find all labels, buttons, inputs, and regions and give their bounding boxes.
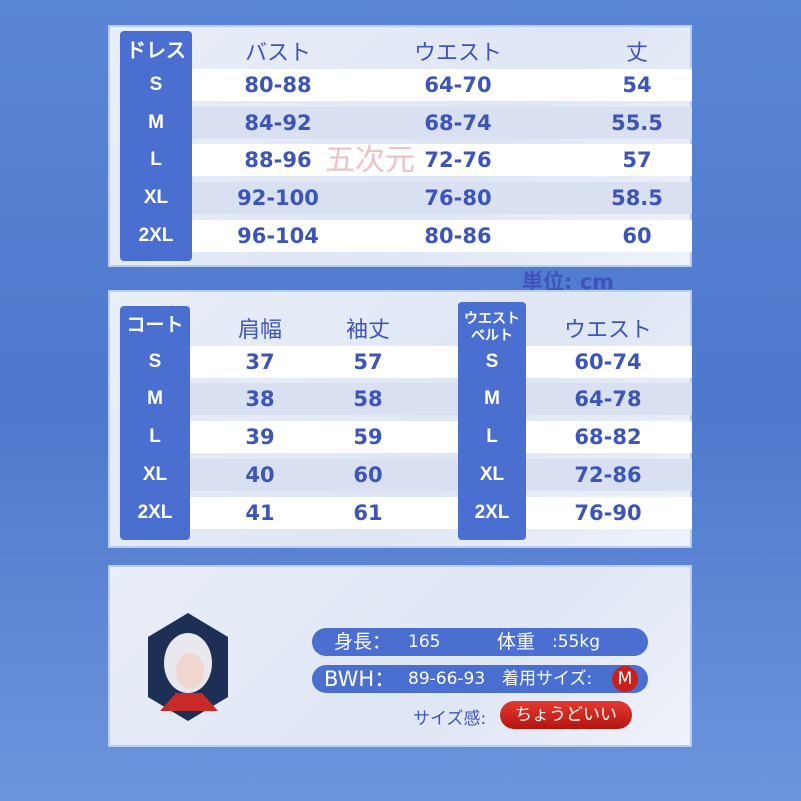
height-weight-pill: 身長： 165 体重 :55kg bbox=[312, 628, 648, 656]
header-bust: バスト bbox=[244, 41, 312, 66]
size-label: S bbox=[149, 74, 163, 95]
header-shoulder: 肩幅 bbox=[237, 318, 283, 343]
belt-size-label: 2XL bbox=[474, 502, 510, 523]
bwh-value: 89-66-93 bbox=[408, 669, 486, 689]
table-cell: 55.5 bbox=[611, 111, 663, 135]
table-cell: 72-86 bbox=[574, 463, 642, 487]
coat-belt-size-panel: コート ウエスト ベルト S S 37 57 60-74 M M 38 58 64-78 L L 39 5… bbox=[108, 290, 692, 548]
belt-title-2: ベルト bbox=[471, 328, 513, 344]
size-label: L bbox=[150, 149, 162, 170]
table-row bbox=[192, 69, 692, 101]
table-row bbox=[526, 459, 692, 491]
table-cell: 37 bbox=[245, 350, 275, 374]
table-cell: 60 bbox=[622, 224, 652, 248]
table-cell: 72-76 bbox=[424, 148, 492, 172]
table-cell: 88-96 bbox=[244, 148, 312, 172]
coat-size-label: S bbox=[148, 351, 162, 372]
table-cell: 57 bbox=[353, 350, 383, 374]
bwh-pill: BWH： 89-66-93 着用サイズ: M bbox=[312, 665, 648, 693]
coat-size-label: 2XL bbox=[137, 502, 173, 523]
table-row bbox=[190, 421, 458, 453]
size-label: XL bbox=[143, 187, 169, 208]
table-cell: 58.5 bbox=[611, 186, 663, 210]
model-avatar bbox=[148, 613, 228, 721]
belt-size-label: M bbox=[484, 388, 500, 409]
table-row bbox=[192, 107, 692, 139]
table-row bbox=[190, 459, 458, 491]
table-row bbox=[190, 383, 458, 415]
table-cell: 80-88 bbox=[244, 73, 312, 97]
table-cell: 41 bbox=[245, 501, 275, 525]
table-cell: 96-104 bbox=[237, 224, 319, 248]
coat-size-column: コート bbox=[120, 306, 190, 540]
belt-size-label: S bbox=[485, 351, 499, 372]
table-row bbox=[526, 421, 692, 453]
coat-size-label: L bbox=[149, 426, 161, 447]
table-cell: 64-78 bbox=[574, 387, 642, 411]
table-row bbox=[192, 144, 692, 176]
belt-size-column: ウエスト ベルト bbox=[458, 302, 526, 540]
header-length: 丈 bbox=[625, 41, 649, 66]
coat-size-label: M bbox=[147, 388, 163, 409]
table-cell: 61 bbox=[353, 501, 383, 525]
table-cell: 54 bbox=[622, 73, 652, 97]
weight-value: :55kg bbox=[552, 632, 600, 652]
table-row bbox=[192, 182, 692, 214]
table-cell: 58 bbox=[353, 387, 383, 411]
belt-size-label: L bbox=[486, 426, 498, 447]
bwh-label: BWH： bbox=[324, 667, 396, 691]
table-cell: 76-90 bbox=[574, 501, 642, 525]
height-value: 165 bbox=[408, 632, 441, 652]
model-info-panel: 身長： 165 体重 :55kg BWH： 89-66-93 着用サイズ: M … bbox=[108, 565, 692, 747]
table-cell: 40 bbox=[245, 463, 275, 487]
weight-label: 体重 bbox=[497, 631, 536, 653]
table-cell: 60 bbox=[353, 463, 383, 487]
size-label: M bbox=[148, 112, 164, 133]
table-cell: 38 bbox=[245, 387, 275, 411]
height-label: 身長： bbox=[334, 631, 392, 653]
dress-size-column: ドレス bbox=[120, 31, 192, 261]
fit-badge: ちょうどいい bbox=[500, 701, 632, 729]
belt-size-label: XL bbox=[479, 464, 505, 485]
table-row bbox=[192, 220, 692, 252]
table-row bbox=[190, 346, 458, 378]
table-cell: 64-70 bbox=[424, 73, 492, 97]
header-waist: ウエスト bbox=[413, 41, 503, 66]
size-label: 2XL bbox=[138, 225, 174, 246]
table-cell: 92-100 bbox=[237, 186, 319, 210]
worn-size-badge: M bbox=[612, 666, 638, 692]
belt-title-1: ウエスト bbox=[464, 311, 520, 327]
table-cell: 84-92 bbox=[244, 111, 312, 135]
table-cell: 68-82 bbox=[574, 425, 642, 449]
dress-title: ドレス bbox=[126, 40, 186, 62]
header-sleeve: 袖丈 bbox=[345, 318, 391, 343]
worn-size-label: 着用サイズ: bbox=[502, 669, 593, 689]
table-cell: 59 bbox=[353, 425, 383, 449]
table-cell: 57 bbox=[622, 148, 652, 172]
table-cell: 60-74 bbox=[574, 350, 642, 374]
watermark-logo: 五次元 bbox=[325, 143, 415, 178]
table-cell: 80-86 bbox=[424, 224, 492, 248]
table-cell: 68-74 bbox=[424, 111, 492, 135]
header-belt-waist: ウエスト bbox=[563, 318, 653, 343]
table-row bbox=[190, 497, 458, 529]
table-cell: 76-80 bbox=[424, 186, 492, 210]
table-row bbox=[526, 346, 692, 378]
coat-size-label: XL bbox=[142, 464, 168, 485]
table-row bbox=[526, 383, 692, 415]
dress-size-panel: ドレス S 80-88 64-70 54 M 84-92 68-74 55.5 L 88-96 72… bbox=[108, 25, 692, 267]
table-row bbox=[526, 497, 692, 529]
table-cell: 39 bbox=[245, 425, 275, 449]
coat-title: コート bbox=[126, 315, 184, 336]
fit-label: サイズ感: bbox=[413, 709, 487, 729]
